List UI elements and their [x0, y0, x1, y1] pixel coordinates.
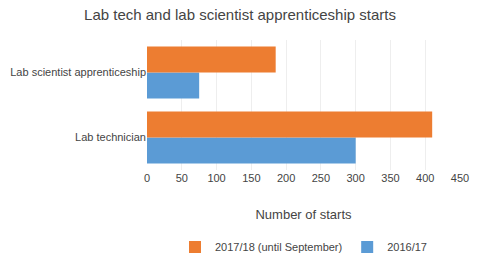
svg-text:2016/17: 2016/17 [387, 241, 427, 253]
svg-text:Lab technician: Lab technician [75, 131, 146, 143]
svg-text:100: 100 [207, 172, 225, 184]
svg-text:450: 450 [451, 172, 469, 184]
svg-text:0: 0 [144, 172, 150, 184]
svg-text:150: 150 [242, 172, 260, 184]
svg-text:250: 250 [312, 172, 330, 184]
svg-text:300: 300 [346, 172, 364, 184]
svg-text:50: 50 [176, 172, 188, 184]
svg-text:Number of starts: Number of starts [255, 207, 352, 222]
svg-text:Lab scientist apprenticeship: Lab scientist apprenticeship [10, 66, 146, 78]
svg-text:200: 200 [277, 172, 295, 184]
svg-text:2017/18 (until September): 2017/18 (until September) [215, 241, 342, 253]
svg-text:400: 400 [416, 172, 434, 184]
svg-text:350: 350 [381, 172, 399, 184]
svg-text:Lab tech and lab scientist app: Lab tech and lab scientist apprenticeshi… [84, 6, 396, 23]
